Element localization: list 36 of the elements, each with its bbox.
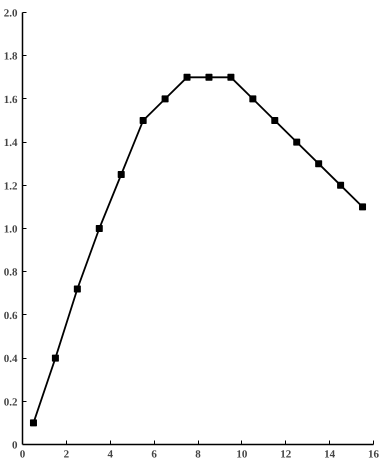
x-tick-label: 2 — [64, 448, 70, 460]
y-tick-label: 1.8 — [4, 50, 18, 63]
point — [162, 95, 169, 102]
x-tick-label: 4 — [108, 448, 114, 460]
x-tick-label: 16 — [368, 448, 380, 460]
y-tick-label: 1.0 — [4, 224, 18, 236]
x-tick-label: 6 — [151, 448, 158, 460]
point — [205, 74, 212, 81]
y-tick-label: 0.6 — [4, 310, 18, 322]
point — [249, 95, 256, 102]
point — [359, 203, 366, 210]
point — [184, 74, 191, 81]
point — [315, 160, 322, 168]
point — [118, 171, 125, 178]
y-tick-label: 0.8 — [4, 266, 18, 279]
x-tick-label: 0 — [20, 448, 26, 460]
point — [74, 285, 81, 292]
point — [140, 117, 147, 124]
y-tick-label: 0.4 — [4, 353, 18, 366]
x-tick-label: 14 — [324, 448, 336, 460]
y-tick-label: 2.0 — [4, 8, 18, 20]
y-tick-label: 1.4 — [4, 137, 18, 150]
y-tick-label: 1.2 — [4, 180, 18, 192]
point — [96, 225, 103, 232]
point — [30, 419, 37, 426]
point — [271, 117, 278, 124]
point — [293, 138, 300, 146]
y-tick-label: 0 — [12, 440, 18, 452]
y-tick-label: 1.6 — [4, 94, 18, 106]
x-tick-label: 10 — [236, 448, 248, 460]
point — [227, 74, 234, 81]
point — [337, 182, 344, 189]
x-tick-label: 12 — [280, 448, 292, 460]
x-tick-label: 8 — [195, 448, 202, 460]
y-tick-label: 0.2 — [4, 396, 18, 408]
point — [52, 354, 59, 362]
